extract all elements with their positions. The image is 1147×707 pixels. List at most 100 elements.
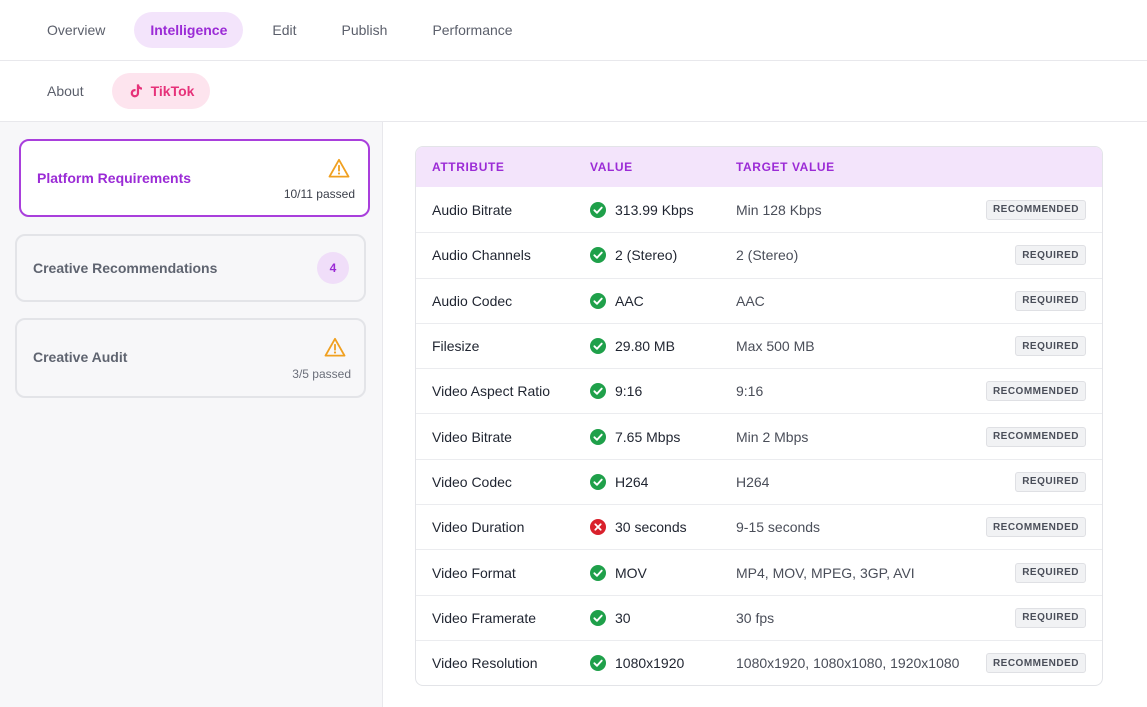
row-target-value: Min 2 Mbps xyxy=(736,428,809,445)
row-value-text: AAC xyxy=(615,292,644,309)
row-value-text: 1080x1920 xyxy=(615,655,685,672)
row-attribute: Video Codec xyxy=(432,473,512,490)
card-title: Creative Audit xyxy=(33,349,128,365)
row-target-value: Max 500 MB xyxy=(736,338,815,355)
subtab-label: About xyxy=(47,83,84,99)
row-value: 313.99 Kbps xyxy=(590,201,694,218)
row-target-value: 1080x1920, 1080x1080, 1920x1080 xyxy=(736,655,960,672)
tab-edit[interactable]: Edit xyxy=(272,22,297,38)
header-value: VALUE xyxy=(590,160,633,174)
row-attribute: Video Framerate xyxy=(432,609,537,626)
row-value: H264 xyxy=(590,473,649,490)
check-circle-icon xyxy=(590,338,606,355)
requirement-badge: REQUIRED xyxy=(1015,336,1086,357)
row-attribute: Audio Channels xyxy=(432,247,531,264)
requirement-badge: RECOMMENDED xyxy=(985,517,1086,538)
table-row: Video Framerate 30 30 fps REQUIRED xyxy=(416,594,1102,640)
table-row: Audio Codec AAC AAC REQUIRED xyxy=(416,277,1102,323)
warning-icon xyxy=(328,158,350,178)
table-row: Video Resolution 1080x1920 1080x1920, 10… xyxy=(416,639,1102,685)
row-value-text: 29.80 MB xyxy=(615,338,675,355)
row-target-value: MP4, MOV, MPEG, 3GP, AVI xyxy=(736,564,915,581)
row-attribute: Audio Bitrate xyxy=(432,201,513,218)
table-header: ATTRIBUTE VALUE TARGET VALUE xyxy=(416,147,1102,187)
x-circle-icon xyxy=(590,519,606,536)
row-target-value: Min 128 Kbps xyxy=(736,201,822,218)
row-value: 1080x1920 xyxy=(590,655,685,672)
check-circle-icon xyxy=(590,247,606,264)
check-circle-icon xyxy=(590,564,606,581)
row-value: 9:16 xyxy=(590,383,643,400)
row-target-value: 9:16 xyxy=(736,383,764,400)
card-creative-audit[interactable]: Creative Audit 3/5 passed xyxy=(15,318,366,398)
top-navigation: Overview Intelligence Edit Publish Perfo… xyxy=(0,0,1147,61)
requirement-badge: REQUIRED xyxy=(1015,562,1086,583)
row-value-text: H264 xyxy=(615,473,649,490)
table-row: Video Duration 30 seconds 9-15 seconds R… xyxy=(416,504,1102,549)
tab-intelligence[interactable]: Intelligence xyxy=(134,12,244,48)
sub-navigation: About TikTok xyxy=(0,61,1147,122)
check-circle-icon xyxy=(590,609,606,626)
subtab-about[interactable]: About xyxy=(31,73,100,109)
tab-publish[interactable]: Publish xyxy=(341,22,388,38)
row-value: 30 xyxy=(590,609,631,626)
row-target-value: AAC xyxy=(736,292,765,309)
card-creative-recommendations[interactable]: Creative Recommendations 4 xyxy=(15,234,366,302)
requirement-badge: RECOMMENDED xyxy=(985,653,1086,674)
card-title: Creative Recommendations xyxy=(33,260,218,276)
tab-performance[interactable]: Performance xyxy=(432,22,513,38)
warning-icon xyxy=(324,337,346,357)
table-row: Filesize 29.80 MB Max 500 MB REQUIRED xyxy=(416,322,1102,368)
requirement-badge: REQUIRED xyxy=(1015,607,1086,628)
tab-overview[interactable]: Overview xyxy=(47,22,106,38)
table-row: Audio Bitrate 313.99 Kbps Min 128 Kbps R… xyxy=(416,187,1102,232)
row-value-text: 313.99 Kbps xyxy=(615,201,694,218)
card-status: 10/11 passed xyxy=(283,187,355,201)
row-value: 2 (Stereo) xyxy=(590,247,677,264)
row-attribute: Filesize xyxy=(432,338,480,355)
table-row: Video Aspect Ratio 9:16 9:16 RECOMMENDED xyxy=(416,368,1102,413)
check-circle-icon xyxy=(590,201,606,218)
check-circle-icon xyxy=(590,292,606,309)
table-row: Video Codec H264 H264 REQUIRED xyxy=(416,458,1102,504)
requirement-badge: RECOMMENDED xyxy=(985,426,1086,447)
row-value: MOV xyxy=(590,564,647,581)
card-status: 3/5 passed xyxy=(292,367,351,381)
row-attribute: Audio Codec xyxy=(432,292,513,309)
requirement-badge: RECOMMENDED xyxy=(985,199,1086,220)
check-circle-icon xyxy=(590,473,606,490)
row-value-text: 7.65 Mbps xyxy=(615,428,681,445)
check-circle-icon xyxy=(590,383,606,400)
requirement-badge: REQUIRED xyxy=(1015,245,1086,266)
row-value: 29.80 MB xyxy=(590,338,675,355)
header-target-value: TARGET VALUE xyxy=(736,160,835,174)
row-attribute: Video Bitrate xyxy=(432,428,512,445)
row-value: 7.65 Mbps xyxy=(590,428,681,445)
tiktok-icon xyxy=(130,84,142,98)
row-attribute: Video Duration xyxy=(432,519,525,536)
requirements-table: ATTRIBUTE VALUE TARGET VALUE Audio Bitra… xyxy=(415,146,1103,686)
row-value-text: MOV xyxy=(615,564,647,581)
count-badge: 4 xyxy=(317,252,349,284)
check-circle-icon xyxy=(590,655,606,672)
sidebar: Platform Requirements 10/11 passed Creat… xyxy=(0,122,383,707)
row-value: AAC xyxy=(590,292,644,309)
row-value-text: 9:16 xyxy=(615,383,643,400)
row-target-value: H264 xyxy=(736,473,770,490)
table-row: Video Bitrate 7.65 Mbps Min 2 Mbps RECOM… xyxy=(416,413,1102,458)
row-attribute: Video Resolution xyxy=(432,655,538,672)
row-attribute: Video Aspect Ratio xyxy=(432,383,551,400)
row-target-value: 9-15 seconds xyxy=(736,519,821,536)
table-body: Audio Bitrate 313.99 Kbps Min 128 Kbps R… xyxy=(416,187,1102,685)
row-value-text: 30 seconds xyxy=(615,519,687,536)
table-row: Video Format MOV MP4, MOV, MPEG, 3GP, AV… xyxy=(416,549,1102,594)
card-platform-requirements[interactable]: Platform Requirements 10/11 passed xyxy=(19,139,370,217)
header-attribute: ATTRIBUTE xyxy=(432,160,505,174)
row-attribute: Video Format xyxy=(432,564,516,581)
table-row: Audio Channels 2 (Stereo) 2 (Stereo) REQ… xyxy=(416,232,1102,277)
requirement-badge: REQUIRED xyxy=(1015,290,1086,311)
card-title: Platform Requirements xyxy=(37,170,192,186)
row-target-value: 30 fps xyxy=(736,609,775,626)
subtab-tiktok[interactable]: TikTok xyxy=(111,73,211,109)
row-value-text: 30 xyxy=(615,609,631,626)
